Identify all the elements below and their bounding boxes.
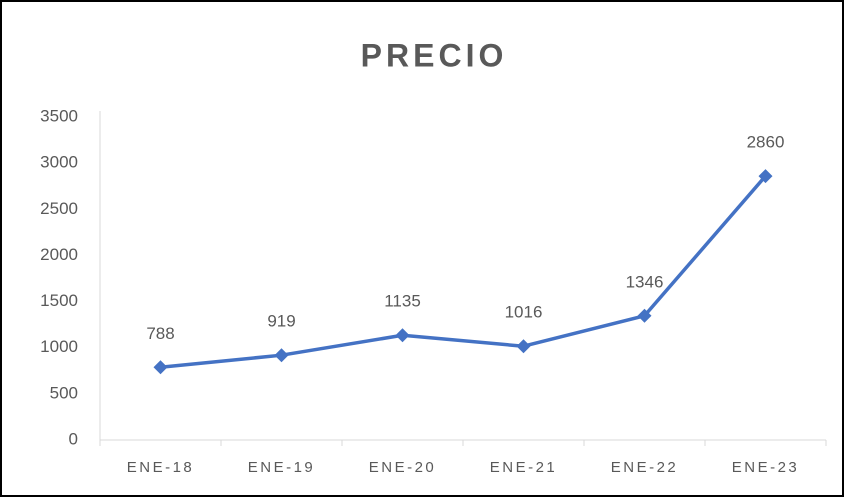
data-label: 1346 [626,272,664,291]
marker [758,169,773,184]
x-tick-label: ENE-20 [369,459,437,476]
marker [516,339,531,354]
y-tick-label: 1500 [40,291,78,310]
x-tick-label: ENE-18 [127,459,195,476]
data-label: 2860 [747,133,785,152]
marker [153,360,168,375]
y-tick-label: 3500 [40,106,78,125]
y-tick-label: 3000 [40,153,78,172]
y-tick-label: 0 [69,429,78,448]
x-tick-label: ENE-21 [490,459,558,476]
x-tick-label: ENE-19 [248,459,316,476]
marker [274,348,289,363]
chart-title: PRECIO [361,37,508,73]
y-tick-label: 2500 [40,199,78,218]
data-label: 919 [267,312,295,331]
line [160,174,767,370]
y-tick-label: 2000 [40,245,78,264]
data-label: 1135 [384,292,421,311]
marker [637,308,652,323]
data-label: 1016 [505,303,543,322]
x-tick-label: ENE-22 [611,459,679,476]
marker [395,328,410,343]
y-tick-label: 500 [50,383,78,402]
y-tick-label: 1000 [40,337,78,356]
data-label: 788 [146,324,174,343]
x-tick-label: ENE-23 [732,459,800,476]
